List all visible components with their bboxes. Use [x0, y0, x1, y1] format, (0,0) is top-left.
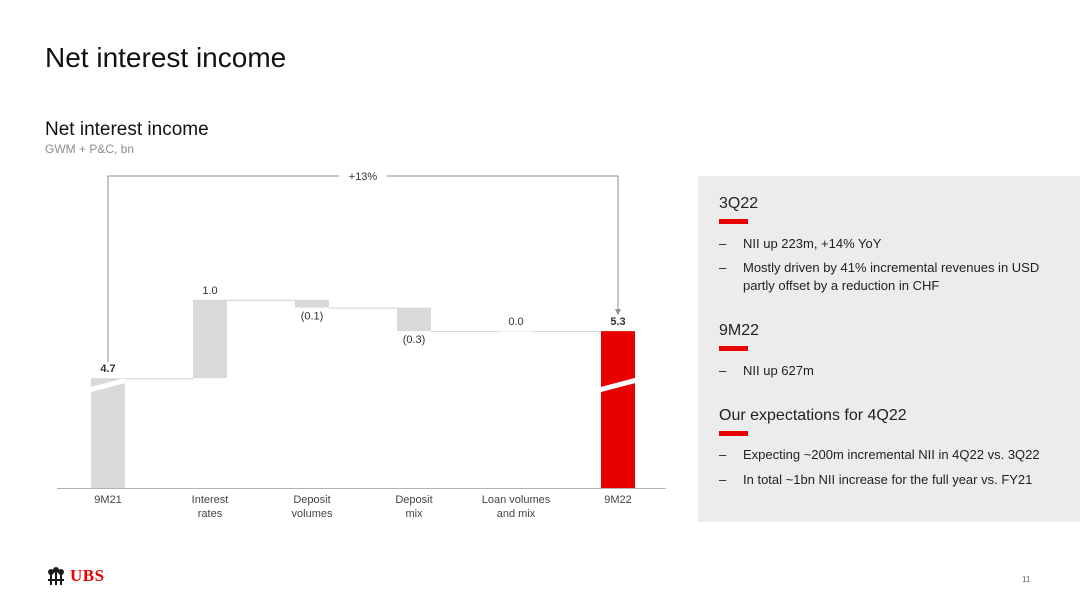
category-label: and mix [497, 508, 536, 520]
bullet-dash: – [719, 472, 727, 487]
section-accent-bar [719, 346, 748, 351]
bullet-text: Mostly driven by 41% incremental revenue… [743, 260, 1040, 293]
bar-0 [91, 378, 125, 488]
section-title-3q22: 3Q22 [719, 195, 759, 212]
section-title-expectations: Our expectations for 4Q22 [719, 407, 907, 424]
waterfall-chart: 4.7 9M21 1.0 Interest rates (0.1) Deposit volum… [57, 168, 666, 520]
bullet-dash: – [719, 236, 727, 251]
section-accent-bar [719, 431, 748, 436]
bar-3 [397, 307, 431, 332]
section-accent-bar [719, 219, 748, 224]
bullet-item: – In total ~1bn NII increase for the ful… [719, 471, 1064, 489]
chart-title: Net interest income [45, 119, 209, 140]
section-title-9m22: 9M22 [719, 322, 760, 339]
chart-subtitle: GWM + P&C, bn [45, 142, 135, 156]
bar-2 [295, 299, 329, 308]
data-label: 4.7 [100, 363, 115, 375]
growth-annotation: +13% [349, 171, 378, 183]
category-label: Interest [192, 494, 229, 506]
category-label: volumes [292, 508, 333, 520]
category-label: Deposit [293, 494, 330, 506]
bullet-item: – NII up 627m [719, 362, 1064, 380]
page-title: Net interest income [45, 42, 287, 73]
page-number: 11 [1022, 575, 1031, 584]
commentary-panel: 3Q22 – NII up 223m, +14% YoY – Mostly dr… [698, 176, 1080, 522]
logo-text: UBS [70, 566, 105, 585]
bullet-text: Expecting ~200m incremental NII in 4Q22 … [743, 447, 1040, 462]
category-label: mix [405, 508, 423, 520]
data-label: 1.0 [202, 285, 217, 297]
data-label: (0.1) [301, 311, 324, 323]
data-label: 0.0 [508, 316, 523, 328]
bar-5 [601, 331, 635, 488]
category-label: 9M21 [94, 494, 122, 506]
data-label: 5.3 [610, 316, 625, 328]
annotation-bg [339, 168, 387, 184]
bar-1 [193, 299, 227, 379]
bullet-text: NII up 223m, +14% YoY [743, 236, 882, 251]
bullet-dash: – [719, 363, 727, 378]
ubs-logo: UBS [45, 566, 105, 586]
bullet-dash: – [719, 260, 727, 275]
category-label: 9M22 [604, 494, 632, 506]
bullet-item: – Expecting ~200m incremental NII in 4Q2… [719, 446, 1064, 464]
bullet-text: NII up 627m [743, 363, 814, 378]
category-label: rates [198, 508, 223, 520]
category-label: Loan volumes [482, 494, 551, 506]
bar-4 [499, 331, 533, 332]
category-label: Deposit [395, 494, 432, 506]
bullet-item: – Mostly driven by 41% incremental reven… [719, 259, 1064, 295]
bullet-dash: – [719, 447, 727, 462]
data-label: (0.3) [403, 334, 426, 346]
keys-icon [48, 567, 64, 585]
axis-break-mark [88, 377, 128, 393]
bullet-text: In total ~1bn NII increase for the full … [743, 472, 1033, 487]
growth-bracket [107, 175, 619, 363]
bullet-item: – NII up 223m, +14% YoY [719, 235, 1064, 253]
bracket-arrowhead [615, 309, 621, 316]
axis-break-mark [598, 377, 638, 393]
